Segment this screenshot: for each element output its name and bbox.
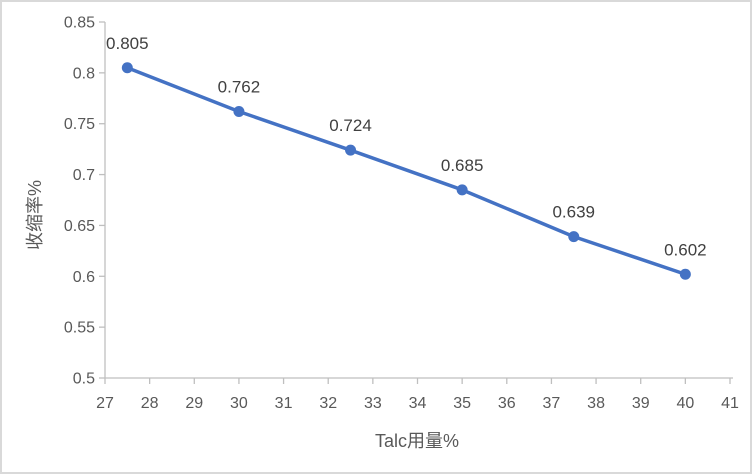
- y-axis-tick-label: 0.65: [64, 218, 95, 235]
- x-axis-tick-label: 31: [275, 395, 293, 412]
- data-point-marker: [456, 184, 468, 196]
- y-axis-tick-label: 0.75: [64, 116, 95, 133]
- data-point-label: 0.639: [552, 203, 595, 222]
- x-axis-tick-label: 38: [587, 395, 605, 412]
- x-axis-tick-label: 34: [409, 395, 427, 412]
- data-point-marker: [233, 106, 245, 118]
- data-point-label: 0.602: [664, 240, 707, 259]
- x-axis-tick-label: 41: [721, 395, 739, 412]
- data-point-marker: [679, 268, 691, 280]
- x-axis-tick-label: 37: [543, 395, 561, 412]
- y-axis-tick-label: 0.6: [73, 269, 95, 286]
- y-axis-tick-label: 0.8: [73, 65, 95, 82]
- x-axis-tick-label: 30: [230, 395, 248, 412]
- data-point-marker: [121, 62, 133, 74]
- y-axis-tick-label: 0.5: [73, 371, 95, 388]
- x-axis-tick-label: 35: [453, 395, 471, 412]
- data-point-label: 0.762: [218, 78, 261, 97]
- data-point-label: 0.805: [106, 34, 149, 53]
- data-point-marker: [568, 231, 580, 243]
- x-axis-tick-label: 36: [498, 395, 516, 412]
- x-axis-tick-label: 28: [141, 395, 159, 412]
- x-axis-tick-label: 39: [632, 395, 650, 412]
- x-axis-tick-label: 33: [364, 395, 382, 412]
- y-axis-tick-label: 0.55: [64, 320, 95, 337]
- x-axis-tick-label: 29: [185, 395, 203, 412]
- data-point-label: 0.724: [329, 116, 372, 135]
- y-axis-tick-label: 0.85: [64, 15, 95, 32]
- series-line: [125, 66, 688, 277]
- y-axis-tick-label: 0.7: [73, 167, 95, 184]
- data-point-label: 0.685: [441, 156, 484, 175]
- x-axis-tick-label: 40: [676, 395, 694, 412]
- x-axis-tick-label: 27: [96, 395, 114, 412]
- x-axis-tick-label: 32: [319, 395, 337, 412]
- data-point-marker: [345, 144, 357, 156]
